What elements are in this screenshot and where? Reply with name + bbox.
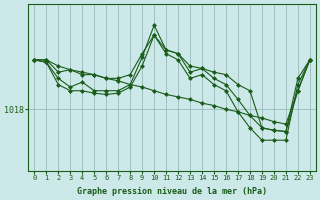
X-axis label: Graphe pression niveau de la mer (hPa): Graphe pression niveau de la mer (hPa) — [77, 187, 267, 196]
